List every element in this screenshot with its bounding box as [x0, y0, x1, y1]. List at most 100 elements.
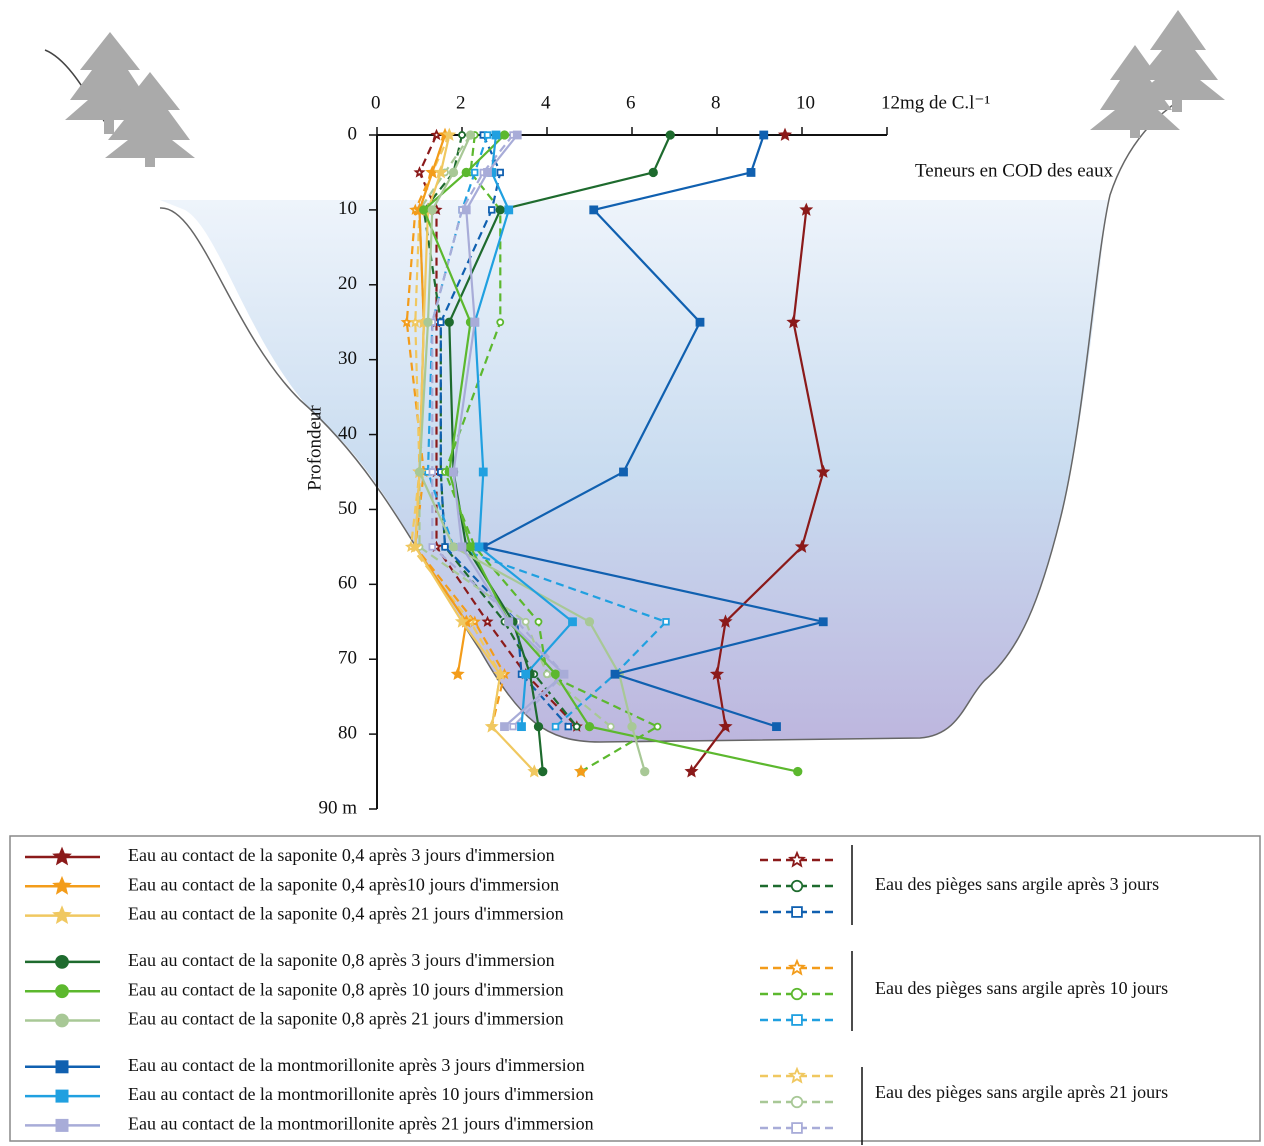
- marker: [428, 543, 436, 551]
- marker: [52, 905, 72, 925]
- legend-group-label: Eau des pièges sans argile après 21 jour…: [875, 1082, 1168, 1102]
- legend: Eau au contact de la saponite 0,4 après …: [25, 845, 1168, 1145]
- marker: [449, 467, 458, 477]
- marker: [527, 764, 542, 778]
- marker: [461, 167, 471, 178]
- legend-label: Eau au contact de la saponite 0,8 après …: [128, 950, 555, 970]
- marker: [442, 127, 457, 141]
- marker: [684, 764, 699, 778]
- marker: [413, 166, 426, 178]
- marker: [543, 670, 551, 679]
- series-line: [690, 209, 825, 773]
- marker: [517, 722, 526, 732]
- marker: [433, 165, 448, 179]
- marker: [427, 205, 437, 215]
- marker: [483, 168, 492, 177]
- marker: [572, 722, 581, 731]
- marker: [512, 130, 522, 140]
- marker: [790, 1095, 804, 1109]
- x-tick-label: 12mg de C.l⁻¹: [881, 92, 990, 113]
- marker: [568, 617, 577, 627]
- series-line: [422, 134, 799, 773]
- marker: [496, 168, 504, 177]
- marker: [400, 315, 413, 328]
- marker: [791, 1122, 803, 1134]
- marker: [794, 539, 810, 553]
- marker: [500, 722, 509, 732]
- x-tick-label: 10: [796, 92, 815, 113]
- marker: [504, 205, 514, 215]
- marker: [55, 1013, 69, 1028]
- marker: [777, 127, 793, 141]
- marker: [458, 131, 466, 139]
- marker: [791, 1014, 803, 1026]
- marker: [709, 666, 725, 681]
- marker: [441, 543, 449, 551]
- marker: [772, 722, 781, 732]
- marker: [584, 617, 595, 627]
- marker: [52, 875, 72, 895]
- legend-label: Eau au contact de la montmorillonite apr…: [128, 1114, 594, 1134]
- marker: [790, 987, 804, 1001]
- marker: [627, 721, 637, 732]
- marker: [465, 130, 476, 140]
- marker: [816, 464, 831, 478]
- marker: [52, 846, 72, 866]
- marker: [504, 617, 514, 627]
- marker: [499, 130, 510, 140]
- y-tick-label: 40: [338, 423, 357, 444]
- marker: [799, 202, 814, 216]
- marker: [483, 131, 492, 139]
- marker: [521, 669, 531, 679]
- x-tick-label: 0: [371, 92, 381, 113]
- marker: [589, 205, 599, 215]
- y-tick-label: 60: [338, 573, 357, 594]
- marker: [55, 955, 69, 969]
- legend-label: Eau au contact de la montmorillonite apr…: [128, 1055, 585, 1075]
- annotation: Teneurs en COD des eaux: [915, 160, 1114, 181]
- marker: [457, 542, 467, 552]
- marker: [718, 614, 733, 628]
- marker: [665, 130, 675, 140]
- marker: [793, 766, 803, 777]
- marker: [454, 614, 470, 628]
- y-tick-label: 10: [338, 198, 357, 219]
- y-tick-label: 30: [338, 348, 357, 369]
- marker: [428, 468, 436, 476]
- marker: [478, 467, 488, 477]
- y-axis-label: Profondeur: [304, 405, 325, 491]
- marker: [444, 317, 454, 327]
- marker: [533, 721, 544, 732]
- marker: [584, 721, 595, 732]
- marker: [648, 167, 658, 178]
- marker: [550, 669, 561, 679]
- marker: [653, 722, 662, 731]
- marker: [55, 1089, 69, 1103]
- legend-label: Eau au contact de la montmorillonite apr…: [128, 1084, 594, 1104]
- series-line: [414, 134, 536, 773]
- marker: [718, 719, 733, 733]
- y-tick-label: 70: [338, 648, 357, 669]
- marker: [790, 879, 804, 893]
- marker: [55, 984, 69, 999]
- marker: [818, 617, 828, 627]
- marker: [488, 206, 496, 214]
- marker: [448, 167, 459, 178]
- marker: [470, 317, 480, 327]
- marker: [465, 542, 476, 552]
- marker: [509, 722, 517, 731]
- marker: [534, 617, 543, 626]
- marker: [788, 1066, 806, 1084]
- series-line: [418, 134, 646, 772]
- marker: [425, 165, 440, 179]
- marker: [786, 314, 801, 329]
- y-tick-label: 50: [338, 498, 357, 519]
- x-tick-label: 2: [456, 92, 466, 113]
- marker: [450, 666, 465, 681]
- marker: [423, 317, 433, 327]
- legend-box: [9, 835, 1261, 1142]
- marker: [791, 906, 803, 918]
- marker: [538, 766, 548, 777]
- marker: [695, 317, 705, 327]
